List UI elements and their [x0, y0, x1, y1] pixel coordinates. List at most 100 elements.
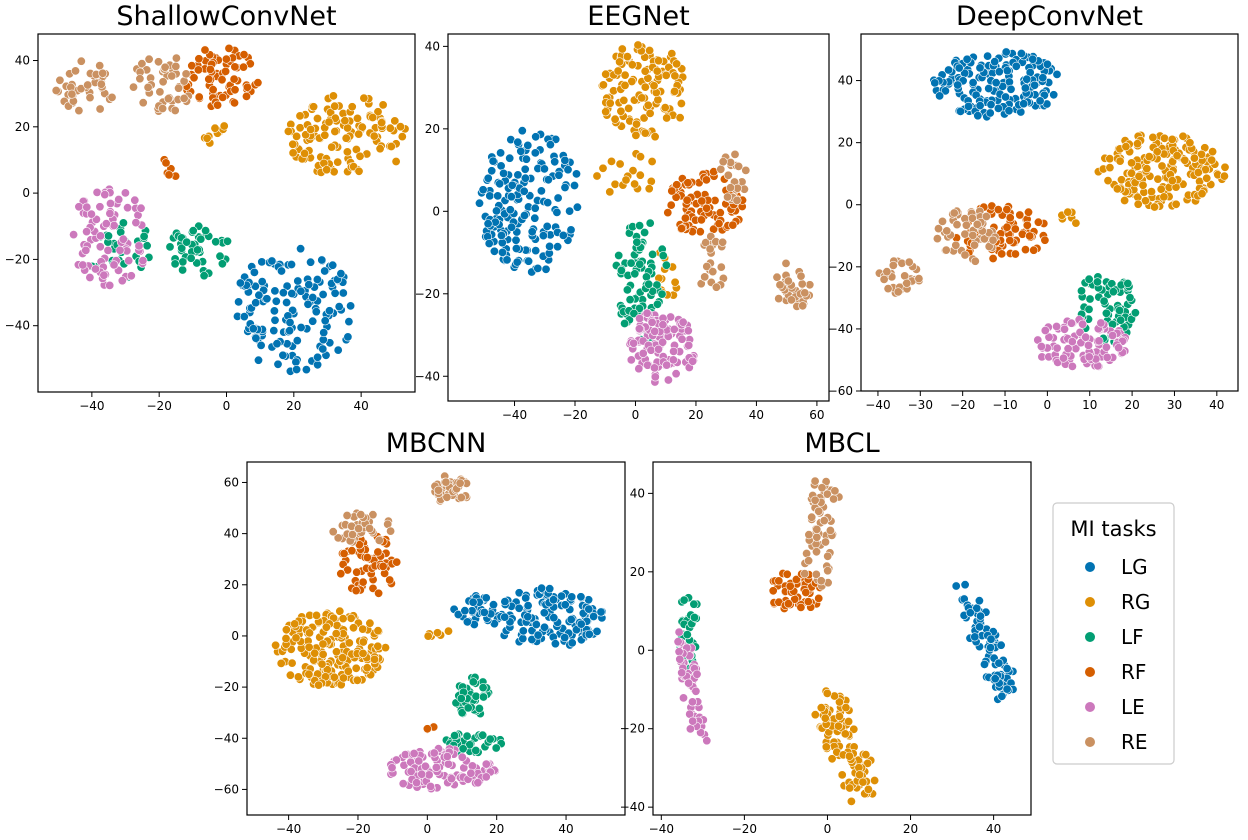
- point-re: [968, 230, 978, 240]
- point-rg: [1197, 189, 1207, 199]
- point-rf: [814, 593, 824, 603]
- point-lg: [1035, 96, 1045, 106]
- point-rg: [620, 80, 630, 90]
- point-re: [711, 282, 721, 292]
- point-rg: [333, 157, 343, 167]
- point-lg: [549, 613, 559, 623]
- plot-frame: [246, 461, 626, 816]
- point-lf: [462, 731, 472, 741]
- plot-frame: [860, 33, 1239, 392]
- point-lf: [1108, 287, 1118, 297]
- x-tick: −10: [992, 391, 1018, 412]
- point-lg: [468, 597, 478, 607]
- point-rg: [1141, 196, 1151, 206]
- point-lf: [1085, 294, 1095, 304]
- x-tick: −20: [562, 401, 588, 422]
- point-lg: [285, 326, 295, 336]
- point-lg: [488, 156, 498, 166]
- point-rg: [375, 144, 385, 154]
- point-lg: [328, 260, 338, 270]
- point-rg: [617, 44, 627, 54]
- point-rg: [306, 124, 316, 134]
- point-re: [932, 234, 942, 244]
- point-le: [1081, 332, 1091, 342]
- point-rg: [1207, 155, 1217, 165]
- point-lg: [336, 269, 346, 279]
- point-rf: [1029, 245, 1039, 255]
- point-lg: [270, 286, 280, 296]
- point-lg: [276, 266, 286, 276]
- point-lg: [954, 63, 964, 73]
- point-lg: [273, 359, 283, 369]
- point-rf: [362, 552, 372, 562]
- point-le: [1101, 342, 1111, 352]
- point-rg: [670, 71, 680, 81]
- point-lf: [652, 299, 662, 309]
- point-rg: [810, 710, 820, 720]
- point-lg: [256, 340, 266, 350]
- point-lf: [689, 612, 699, 622]
- y-tick-label: −60: [214, 782, 239, 796]
- point-rg: [292, 131, 302, 141]
- x-tick-label: 20: [489, 822, 504, 836]
- point-rg: [840, 729, 850, 739]
- y-tick: −60: [214, 782, 247, 796]
- point-re: [819, 516, 829, 526]
- point-re: [76, 56, 86, 66]
- point-lg: [511, 244, 521, 254]
- point-re: [816, 576, 826, 586]
- point-rf: [1010, 249, 1020, 259]
- point-le: [1102, 352, 1112, 362]
- point-le: [69, 230, 79, 240]
- point-lf: [165, 242, 175, 252]
- point-lg: [566, 225, 576, 235]
- y-tick: 60: [224, 475, 247, 489]
- point-rg: [643, 100, 653, 110]
- point-lg: [1052, 69, 1062, 79]
- point-re: [800, 288, 810, 298]
- point-rg: [390, 116, 400, 126]
- point-rg: [1156, 184, 1166, 194]
- point-rg: [645, 108, 655, 118]
- point-lg: [985, 108, 995, 118]
- point-rf: [680, 213, 690, 223]
- point-re: [442, 492, 452, 502]
- legend-frame: [1052, 502, 1175, 765]
- point-rf: [339, 549, 349, 559]
- point-rg: [637, 93, 647, 103]
- point-rf: [1017, 229, 1027, 239]
- point-rg: [639, 113, 649, 123]
- point-le: [466, 768, 476, 778]
- point-re: [949, 208, 959, 218]
- point-lf: [182, 237, 192, 247]
- y-tick: 0: [22, 186, 38, 200]
- point-le: [646, 345, 656, 355]
- point-le: [658, 320, 668, 330]
- point-re: [67, 89, 77, 99]
- legend-label: RG: [1121, 590, 1150, 614]
- point-rg: [351, 663, 361, 673]
- point-lf: [1099, 296, 1109, 306]
- point-rg: [281, 633, 291, 643]
- x-tick: −20: [950, 391, 975, 412]
- point-lg: [523, 140, 533, 150]
- point-le: [1060, 324, 1070, 334]
- point-lg: [511, 235, 521, 245]
- point-rg: [352, 675, 362, 685]
- x-tick: 20: [688, 401, 704, 422]
- point-re: [433, 485, 443, 495]
- point-re: [823, 566, 833, 576]
- point-le: [629, 338, 639, 348]
- point-le: [74, 202, 84, 212]
- point-rg: [347, 102, 357, 112]
- point-lg: [303, 299, 313, 309]
- point-lf: [658, 251, 668, 261]
- point-le: [431, 762, 441, 772]
- point-rf: [993, 205, 1003, 215]
- x-tick: 0: [424, 815, 431, 836]
- point-le: [426, 781, 436, 791]
- point-re: [805, 280, 815, 290]
- y-tick-label: −40: [620, 800, 645, 814]
- x-tick: −40: [649, 815, 674, 836]
